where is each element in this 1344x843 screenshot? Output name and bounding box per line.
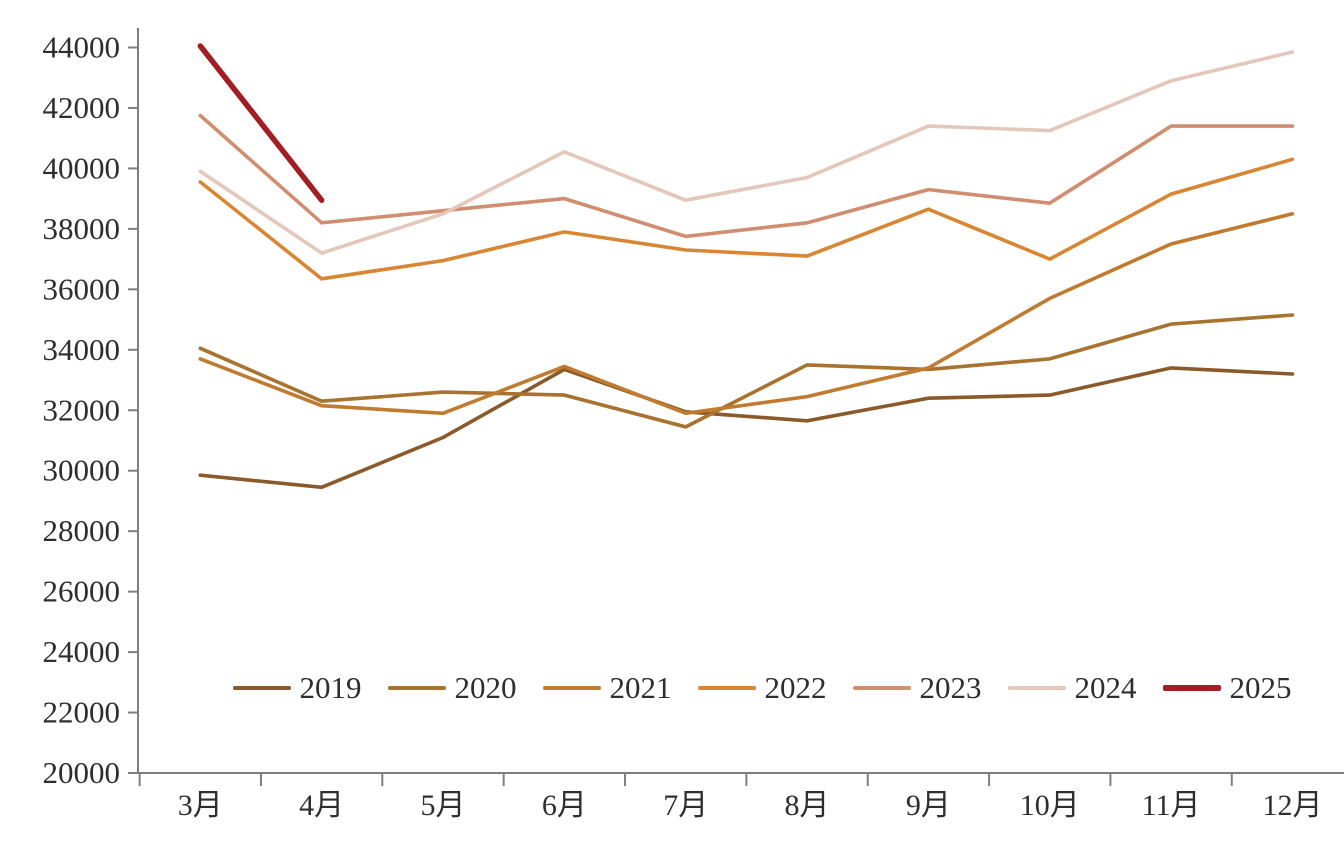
y-axis-label: 44000: [43, 30, 121, 65]
y-axis-label: 32000: [43, 392, 121, 427]
y-axis-label: 22000: [43, 695, 121, 730]
legend-item-2020: 2020: [387, 670, 517, 705]
x-axis-label: 11月: [1142, 789, 1201, 822]
y-axis-label: 24000: [43, 634, 121, 669]
legend-label: 2023: [919, 670, 982, 705]
legend-item-2022: 2022: [697, 670, 827, 705]
y-axis-label: 34000: [43, 332, 121, 367]
y-axis-label: 30000: [43, 453, 121, 488]
legend-swatch-2022: [697, 685, 756, 690]
legend-label: 2022: [764, 670, 827, 705]
legend-label: 2019: [299, 670, 362, 705]
legend-swatch-2025: [1162, 684, 1221, 691]
y-axis-label: 28000: [43, 513, 121, 548]
series-line-2021: [198, 212, 1295, 416]
y-axis-label: 42000: [43, 90, 121, 125]
x-axis-label: 10月: [1020, 789, 1080, 822]
series-line-2025: [197, 43, 325, 203]
x-axis-label: 8月: [785, 789, 830, 822]
series-line-2019: [198, 366, 1295, 490]
legend-swatch-2021: [542, 685, 601, 690]
y-axis-label: 36000: [43, 271, 121, 306]
x-axis-label: 3月: [178, 789, 223, 822]
legend-label: 2025: [1229, 670, 1292, 705]
x-axis-label: 7月: [663, 789, 708, 822]
x-axis-label: 6月: [542, 789, 587, 822]
legend-swatch-2023: [852, 685, 911, 690]
legend-item-2021: 2021: [542, 670, 672, 705]
series-line-2022: [198, 157, 1295, 281]
legend-item-2019: 2019: [232, 670, 362, 705]
legend-item-2025: 2025: [1162, 670, 1292, 705]
series-line-2023: [198, 113, 1295, 239]
legend-swatch-2019: [232, 685, 291, 690]
legend-label: 2020: [454, 670, 517, 705]
y-axis-label: 20000: [43, 755, 121, 790]
legend-swatch-2024: [1007, 685, 1066, 690]
legend-swatch-2020: [387, 685, 446, 690]
x-axis-label: 12月: [1262, 789, 1322, 822]
y-axis-label: 38000: [43, 211, 121, 246]
x-axis-label: 4月: [299, 789, 344, 822]
legend-item-2024: 2024: [1007, 670, 1137, 705]
x-axis-label: 9月: [906, 789, 951, 822]
series-line-2020: [198, 313, 1295, 429]
x-axis-label: 5月: [421, 789, 466, 822]
chart-legend: 2019 2020 2021 2022 2023 2024 2025: [180, 672, 1344, 703]
y-axis-label: 40000: [43, 150, 121, 185]
legend-label: 2021: [609, 670, 672, 705]
y-axis-label: 26000: [43, 574, 121, 609]
legend-label: 2024: [1074, 670, 1137, 705]
series-line-2024: [198, 50, 1295, 256]
legend-item-2023: 2023: [852, 670, 982, 705]
